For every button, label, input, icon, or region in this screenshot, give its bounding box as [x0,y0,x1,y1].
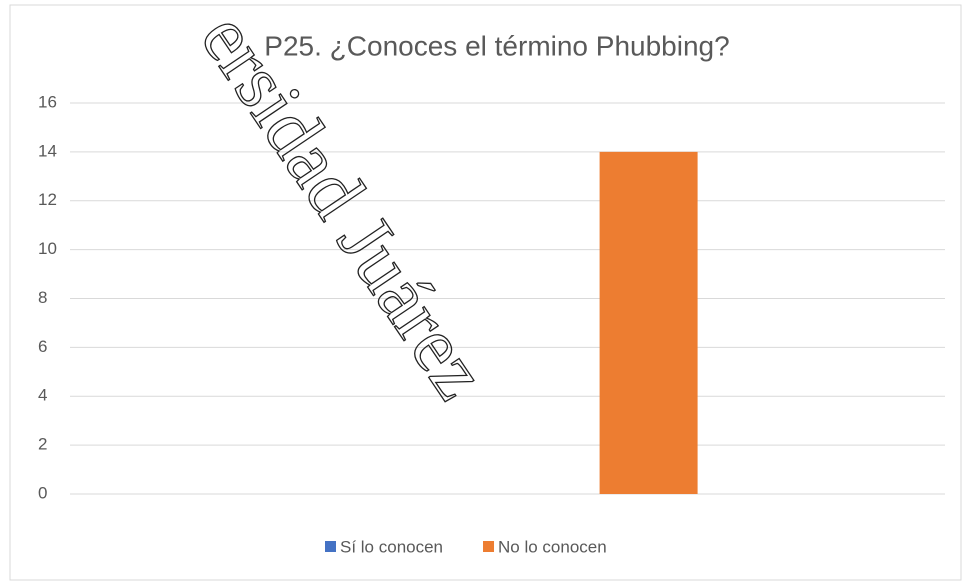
y-tick-label: 12 [38,190,57,209]
y-tick-label: 4 [38,386,47,405]
legend-label: No lo conocen [498,537,607,556]
bar [599,151,698,494]
y-tick-label: 6 [38,337,47,356]
y-tick-label: 8 [38,288,47,307]
legend-swatch [483,541,495,552]
chart-frame [9,4,962,581]
y-tick-label: 0 [38,483,47,502]
y-tick-label: 10 [38,239,57,258]
legend-label: Sí lo conocen [340,537,443,556]
y-tick-label: 14 [38,141,57,160]
y-tick-label: 2 [38,435,47,454]
y-tick-label: 16 [38,92,57,111]
legend-swatch [325,541,336,552]
chart-title: P25. ¿Conoces el término Phubbing? [264,30,729,61]
